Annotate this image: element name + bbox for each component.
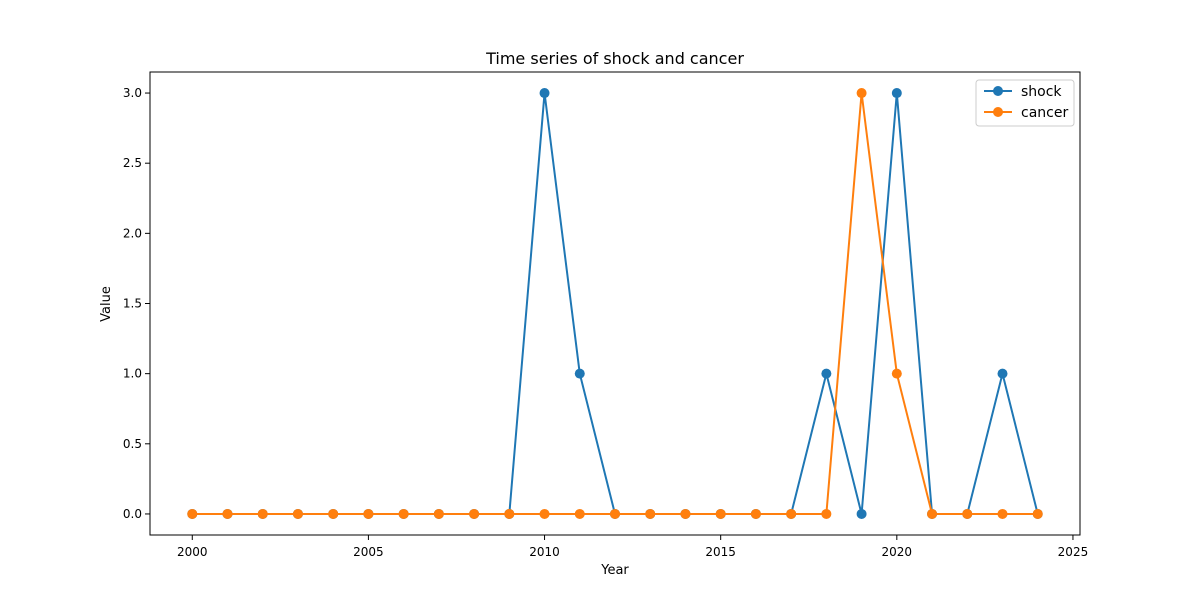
data-point-cancer: [187, 508, 198, 519]
legend: shock cancer: [975, 79, 1075, 127]
x-tick-label: 2025: [1058, 545, 1089, 559]
data-point-cancer: [856, 88, 867, 99]
data-point-cancer: [891, 368, 902, 379]
data-point-cancer: [1032, 508, 1043, 519]
plot-area: [149, 71, 1081, 536]
series-layer: [187, 88, 1043, 519]
data-point-cancer: [222, 508, 233, 519]
y-axis: 0.0 0.5 1.0 1.5 2.0 2.5 3.0: [123, 86, 150, 521]
x-tick-label: 2005: [353, 545, 384, 559]
data-point-cancer: [645, 508, 656, 519]
data-point-shock: [821, 368, 832, 379]
series-line-shock: [192, 92, 1039, 515]
y-tick-label: 2.0: [123, 226, 142, 240]
data-point-cancer: [821, 508, 832, 519]
data-point-cancer: [328, 508, 339, 519]
chart-title: Time series of shock and cancer: [485, 49, 744, 68]
data-point-cancer: [257, 508, 268, 519]
data-point-cancer: [292, 508, 303, 519]
data-point-cancer: [927, 508, 938, 519]
data-point-shock: [856, 508, 867, 519]
y-axis-label: Value: [99, 286, 114, 322]
legend-label-shock: shock: [1021, 84, 1062, 100]
data-point-cancer: [715, 508, 726, 519]
y-tick-label: 0.0: [123, 507, 142, 521]
legend-marker-cancer: [993, 107, 1003, 117]
data-point-cancer: [504, 508, 515, 519]
series-line-cancer: [192, 92, 1038, 515]
x-axis-label: Year: [600, 563, 629, 578]
x-tick-label: 2000: [177, 545, 208, 559]
y-tick-label: 0.5: [123, 437, 142, 451]
legend-label-cancer: cancer: [1021, 105, 1068, 121]
x-axis: 2000 2005 2010 2015 2020 2025: [177, 535, 1088, 559]
data-point-shock: [997, 368, 1008, 379]
data-point-cancer: [539, 508, 550, 519]
data-point-shock: [574, 368, 585, 379]
y-tick-label: 3.0: [123, 86, 142, 100]
data-point-shock: [891, 88, 902, 99]
x-tick-label: 2010: [529, 545, 560, 559]
data-point-cancer: [433, 508, 444, 519]
x-tick-label: 2015: [705, 545, 736, 559]
data-point-cancer: [997, 508, 1008, 519]
data-point-cancer: [750, 508, 761, 519]
data-point-cancer: [398, 508, 409, 519]
legend-marker-shock: [993, 86, 1003, 96]
y-tick-label: 1.0: [123, 367, 142, 381]
y-tick-label: 2.5: [123, 156, 142, 170]
x-tick-label: 2020: [882, 545, 913, 559]
y-tick-label: 1.5: [123, 297, 142, 311]
data-point-cancer: [786, 508, 797, 519]
data-point-cancer: [363, 508, 374, 519]
data-point-cancer: [680, 508, 691, 519]
data-point-cancer: [610, 508, 620, 519]
data-point-cancer: [962, 508, 973, 519]
data-point-shock: [539, 88, 550, 99]
data-point-cancer: [574, 508, 585, 519]
data-point-cancer: [469, 508, 480, 519]
